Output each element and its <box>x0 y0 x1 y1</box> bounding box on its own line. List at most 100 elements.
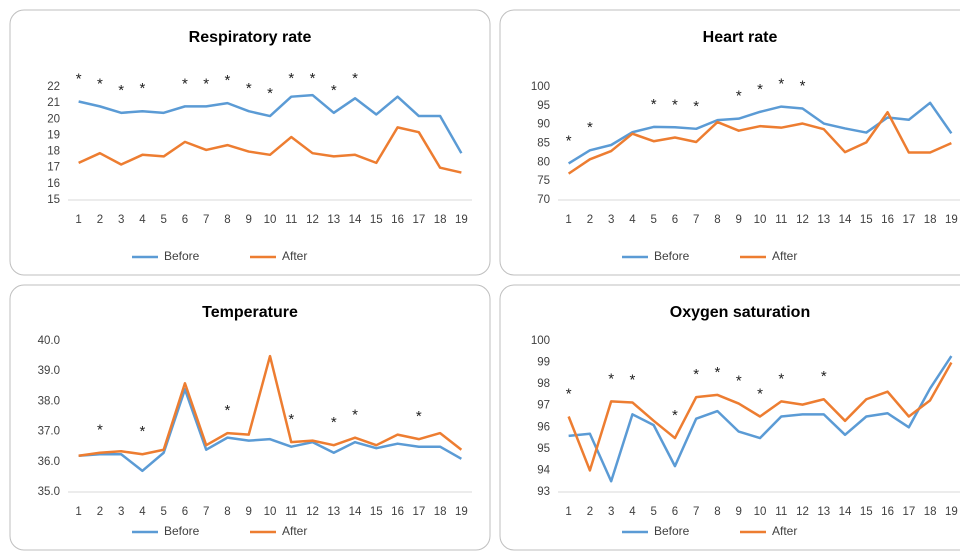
y-tick-label: 90 <box>537 119 550 131</box>
y-tick-label: 93 <box>537 486 550 498</box>
significance-marker: * <box>736 88 742 105</box>
significance-marker: * <box>118 82 124 99</box>
x-tick-label: 9 <box>246 214 252 226</box>
x-tick-label: 2 <box>97 214 103 226</box>
significance-marker: * <box>331 82 337 99</box>
significance-marker: * <box>566 132 572 149</box>
significance-marker: * <box>246 80 252 97</box>
y-tick-label: 95 <box>537 100 550 112</box>
x-tick-label: 13 <box>327 214 340 226</box>
significance-marker: * <box>97 75 103 92</box>
y-tick-label: 38.0 <box>38 395 60 407</box>
x-tick-label: 5 <box>160 214 166 226</box>
significance-marker: * <box>651 96 657 113</box>
series-line <box>567 361 953 472</box>
y-tick-label: 22 <box>47 81 60 93</box>
x-tick-label: 5 <box>650 214 656 226</box>
significance-marker: * <box>139 423 145 440</box>
y-tick-label: 16 <box>47 178 60 190</box>
x-tick-label: 19 <box>945 214 958 226</box>
y-tick-label: 100 <box>531 335 550 347</box>
x-tick-label: 4 <box>139 214 146 226</box>
x-tick-label: 11 <box>285 506 297 518</box>
x-tick-label: 3 <box>118 214 124 226</box>
x-tick-label: 15 <box>860 506 873 518</box>
series-line <box>78 354 463 457</box>
x-tick-label: 17 <box>902 214 915 226</box>
series-line <box>78 388 462 473</box>
x-tick-label: 9 <box>736 506 742 518</box>
x-tick-label: 11 <box>775 506 787 518</box>
y-tick-label: 80 <box>537 156 550 168</box>
x-tick-label: 1 <box>565 214 571 226</box>
significance-marker: * <box>225 402 231 419</box>
x-tick-label: 10 <box>754 214 767 226</box>
y-tick-label: 98 <box>537 378 550 390</box>
x-tick-label: 6 <box>182 506 188 518</box>
x-tick-label: 9 <box>736 214 742 226</box>
x-tick-label: 11 <box>285 214 297 226</box>
significance-marker: * <box>203 75 209 92</box>
legend-label: After <box>772 524 797 538</box>
significance-marker: * <box>97 422 103 439</box>
significance-marker: * <box>331 414 337 431</box>
y-tick-label: 39.0 <box>38 365 60 377</box>
x-tick-label: 14 <box>839 506 852 518</box>
x-tick-label: 7 <box>693 506 699 518</box>
x-tick-label: 6 <box>672 506 678 518</box>
significance-marker: * <box>757 81 763 98</box>
x-tick-label: 2 <box>587 506 593 518</box>
x-tick-label: 16 <box>391 214 404 226</box>
panel <box>9 284 491 551</box>
y-tick-label: 18 <box>47 146 60 158</box>
x-tick-label: 18 <box>924 506 937 518</box>
x-tick-label: 8 <box>224 506 230 518</box>
y-tick-label: 20 <box>47 113 60 125</box>
significance-marker: * <box>629 371 635 388</box>
x-tick-label: 7 <box>203 506 209 518</box>
x-tick-label: 1 <box>565 506 571 518</box>
y-tick-label: 75 <box>537 175 550 187</box>
y-tick-label: 17 <box>47 162 60 174</box>
y-tick-label: 70 <box>537 194 550 206</box>
chart-title: Temperature <box>202 304 298 321</box>
y-tick-label: 36.0 <box>38 456 60 468</box>
significance-marker: * <box>800 77 806 94</box>
y-tick-label: 95 <box>537 443 550 455</box>
significance-marker: * <box>821 368 827 385</box>
x-tick-label: 14 <box>839 214 852 226</box>
x-tick-label: 7 <box>693 214 699 226</box>
x-tick-label: 8 <box>224 214 230 226</box>
chart-title: Heart rate <box>703 29 778 46</box>
series-line <box>78 126 462 174</box>
x-tick-label: 8 <box>714 214 720 226</box>
x-tick-label: 17 <box>412 214 425 226</box>
significance-marker: * <box>608 370 614 387</box>
y-tick-label: 85 <box>537 138 550 150</box>
chart-title: Oxygen saturation <box>670 304 810 321</box>
significance-marker: * <box>310 70 316 87</box>
y-tick-label: 99 <box>537 357 550 369</box>
x-tick-label: 12 <box>306 506 319 518</box>
x-tick-label: 1 <box>75 214 81 226</box>
x-tick-label: 13 <box>817 506 830 518</box>
y-tick-label: 97 <box>537 400 550 412</box>
significance-marker: * <box>693 366 699 383</box>
y-tick-label: 40.0 <box>38 335 60 347</box>
x-tick-label: 3 <box>608 214 614 226</box>
x-tick-label: 10 <box>264 214 277 226</box>
x-tick-label: 6 <box>672 214 678 226</box>
x-tick-label: 19 <box>945 506 958 518</box>
significance-marker: * <box>225 72 231 89</box>
legend-label: Before <box>164 524 200 538</box>
x-tick-label: 7 <box>203 214 209 226</box>
significance-marker: * <box>715 364 721 381</box>
significance-marker: * <box>778 370 784 387</box>
x-tick-label: 13 <box>817 214 830 226</box>
significance-marker: * <box>288 411 294 428</box>
x-tick-label: 12 <box>306 214 319 226</box>
x-tick-label: 16 <box>881 506 894 518</box>
panel <box>499 9 960 276</box>
x-tick-label: 5 <box>650 506 656 518</box>
